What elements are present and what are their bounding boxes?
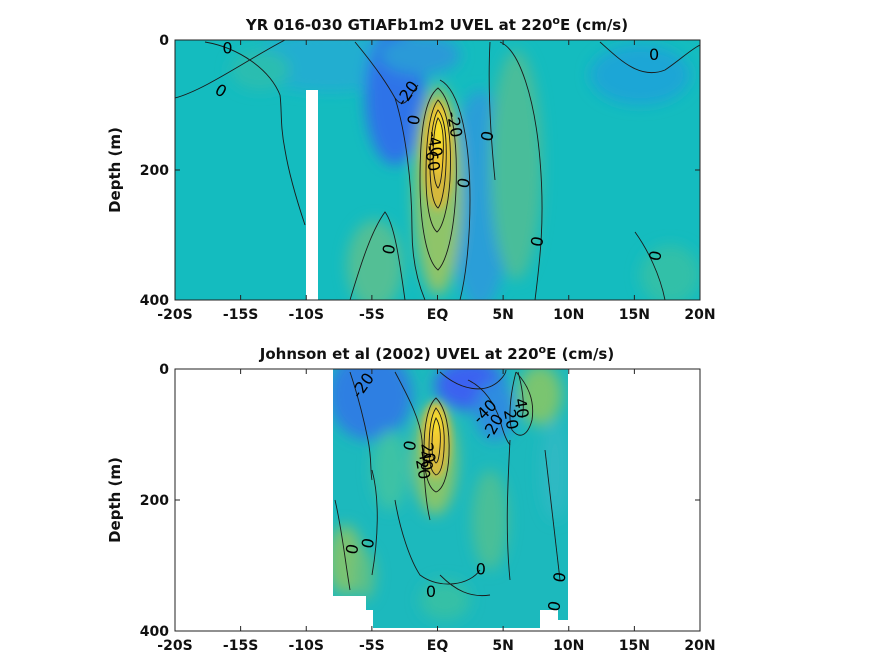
panel-1-ylabel: Depth (m) [106,127,124,213]
y-tick-label: 200 [140,163,169,179]
panel-1-title: YR 016-030 GTIAFb1m2 UVEL at 220oE (cm/s… [245,14,628,34]
contour-label: 40 [415,449,437,472]
contour-label: 0 [342,542,362,555]
panel-2-contours [334,369,561,597]
contour-label: 20 [412,458,434,481]
x-tick-label: 5N [492,638,513,654]
x-tick-label: -15S [223,638,258,654]
contour-label: -40 [423,129,446,158]
contour-label: 0 [454,176,474,189]
contour-label: 0 [527,235,547,248]
x-tick-label: 15N [619,638,650,654]
y-tick-label: 400 [140,624,169,640]
panel-2-title: Johnson et al (2002) UVEL at 220oE (cm/s… [259,343,614,363]
x-tick-label: -20S [157,638,192,654]
contour-label: 0 [379,243,399,256]
panel-1-field [175,40,700,300]
contour-label: 20 [500,408,522,431]
contour-label: 0 [649,45,659,64]
contour-label: 0 [222,38,232,57]
panel-2: Johnson et al (2002) UVEL at 220oE (cm/s… [106,343,716,654]
contour-label: -20 [443,110,466,139]
contour-label: 0 [477,130,497,143]
x-tick-label: 10N [553,307,584,323]
x-tick-label: EQ [427,638,449,654]
x-tick-label: -20S [157,307,192,323]
contour-label: 0 [400,439,420,452]
x-tick-label: 20N [684,638,715,654]
y-tick-label: 200 [140,493,169,509]
x-tick-label: EQ [427,307,449,323]
x-tick-label: -10S [289,307,324,323]
panel-1-ticks: -20S -15S -10S -5S EQ 5N 10N 15N 20N 0 200 400 [140,33,716,323]
panel-2-ylabel: Depth (m) [106,457,124,543]
x-tick-label: 10N [553,638,584,654]
y-tick-label: 0 [159,33,169,49]
contour-label: 0 [358,537,378,550]
panel-1: YR 016-030 GTIAFb1m2 UVEL at 220oE (cm/s… [106,14,716,323]
contour-label: 0 [404,113,424,126]
x-tick-label: -5S [359,638,385,654]
x-tick-label: 15N [619,307,650,323]
x-tick-label: 5N [492,307,513,323]
x-tick-label: 20N [684,307,715,323]
contour-label: 0 [645,249,665,262]
panel-1-missing-data-strip [306,90,318,300]
contour-label: 20 [417,441,439,464]
x-tick-label: -5S [359,307,385,323]
contour-label: 40 [510,397,532,420]
contour-label: 0 [544,599,564,612]
y-tick-label: 0 [159,362,169,378]
x-tick-label: -15S [223,307,258,323]
y-tick-label: 400 [140,293,169,309]
contour-label: 0 [426,582,436,601]
x-tick-label: -10S [289,638,324,654]
contour-label: 0 [476,559,486,578]
contour-label: 0 [549,571,569,584]
panel-2-field [333,369,568,628]
contour-label: -60 [421,144,444,173]
panel-1-contours [175,40,700,300]
